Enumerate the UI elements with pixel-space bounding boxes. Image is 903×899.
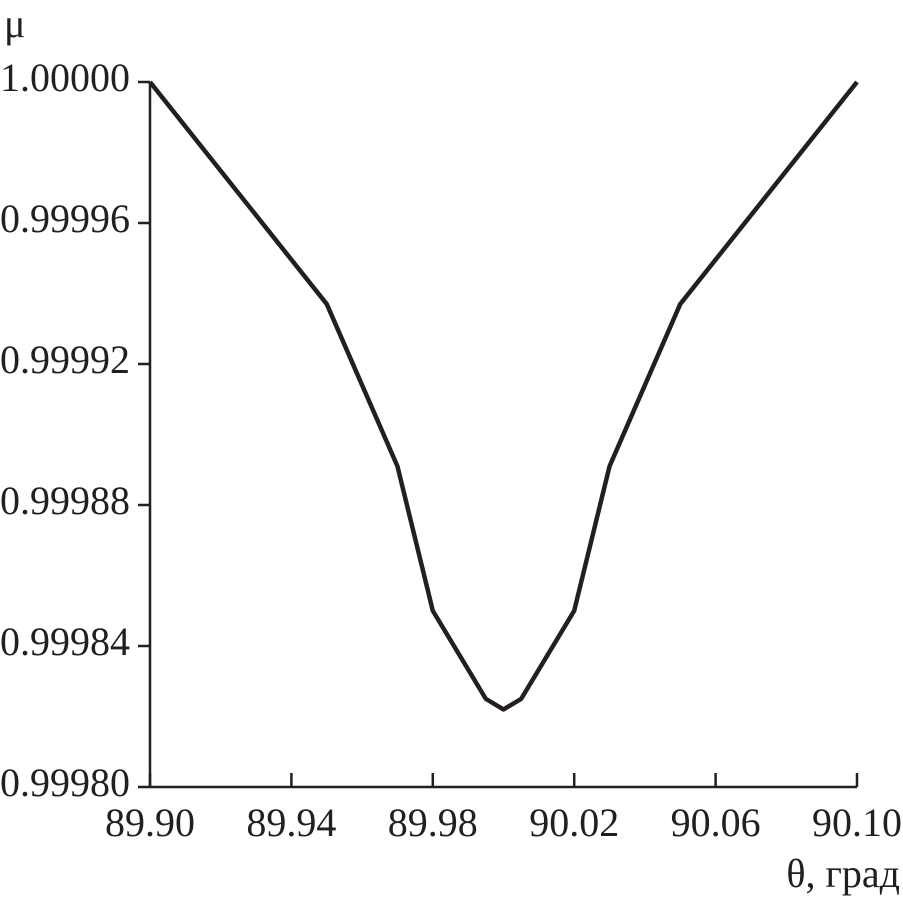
y-tick-label: 0.99980 bbox=[0, 760, 130, 805]
y-axis-label: μ bbox=[4, 1, 25, 46]
y-tick-label: 0.99988 bbox=[0, 478, 130, 523]
y-tick-label: 1.00000 bbox=[0, 55, 130, 100]
x-tick-label: 89.90 bbox=[105, 800, 195, 845]
x-axis-label: θ, град bbox=[786, 851, 900, 896]
x-tick-label: 89.98 bbox=[388, 800, 478, 845]
y-tick-label: 0.99992 bbox=[0, 337, 130, 382]
x-tick-label: 89.94 bbox=[246, 800, 336, 845]
y-tick-label: 0.99984 bbox=[0, 619, 130, 664]
x-tick-label: 90.06 bbox=[671, 800, 761, 845]
y-tick-label: 0.99996 bbox=[0, 196, 130, 241]
x-tick-label: 90.02 bbox=[529, 800, 619, 845]
data-line bbox=[148, 80, 859, 712]
x-tick-label: 90.10 bbox=[812, 800, 902, 845]
